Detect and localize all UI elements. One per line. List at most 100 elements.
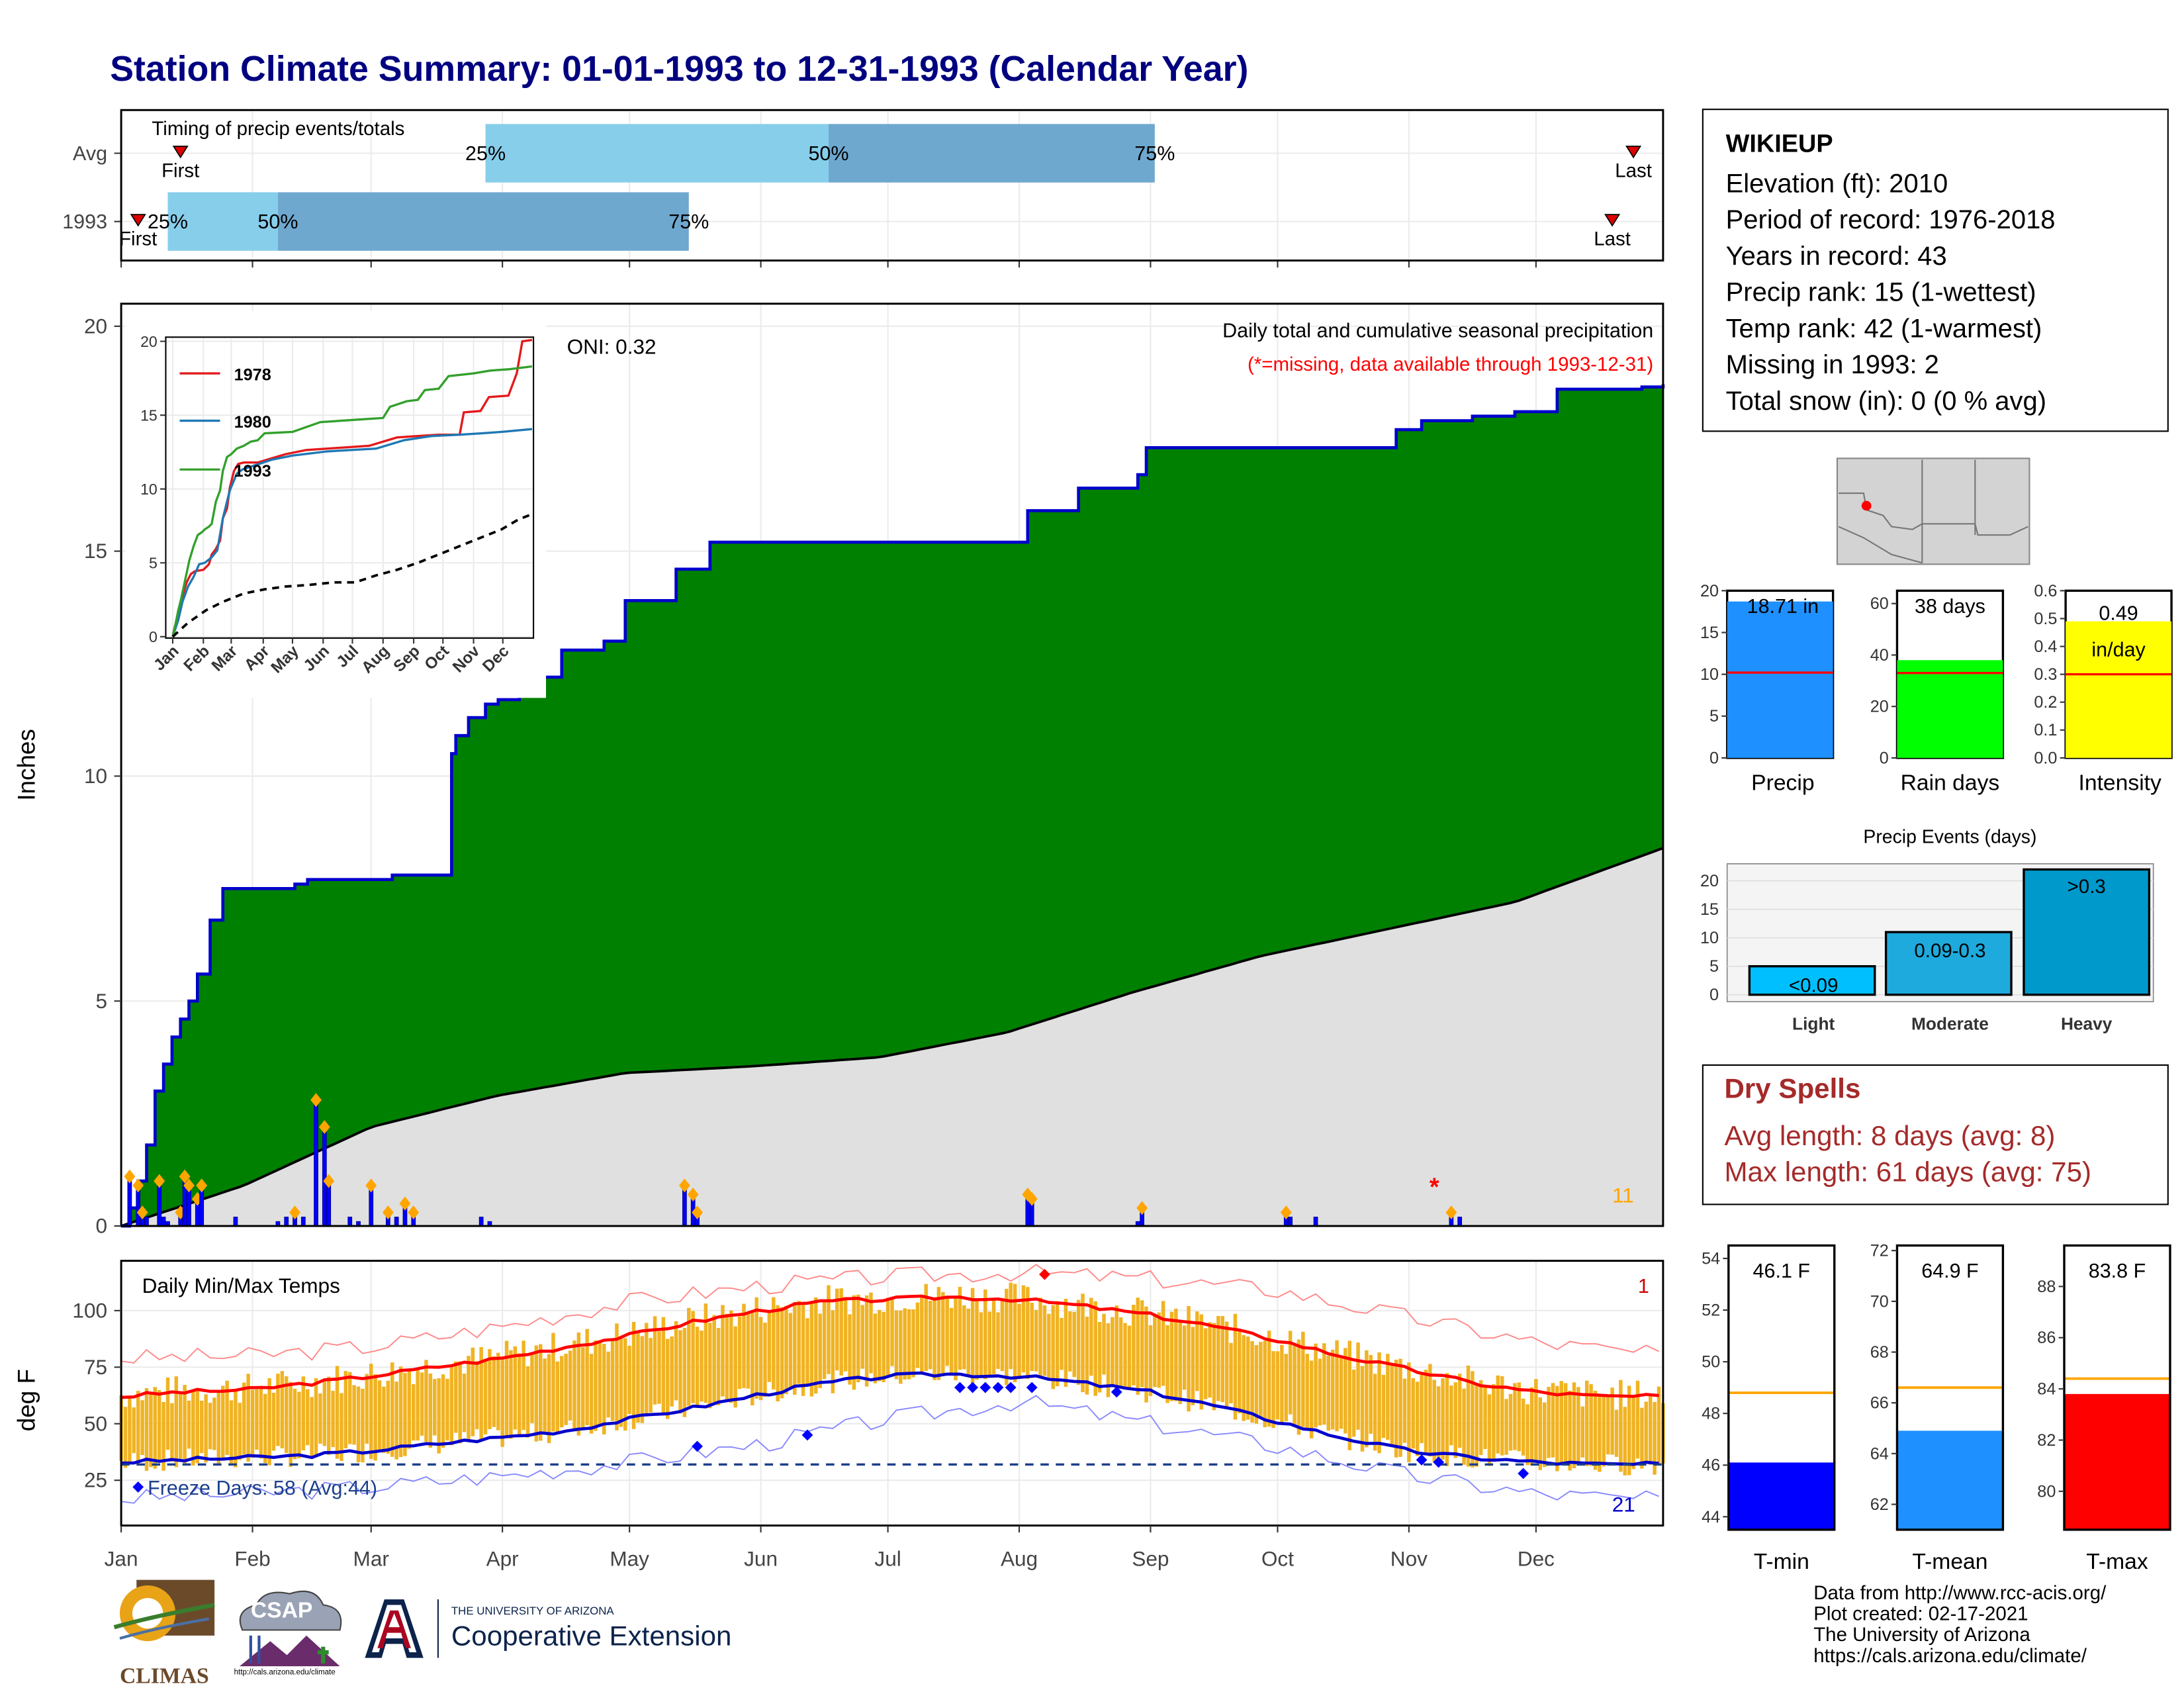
raindays-ytick-label: 40 [1870,646,1889,665]
daily-temp-bar [1250,1341,1254,1423]
daily-temp-bar [1051,1305,1055,1389]
daily-temp-bar [1123,1323,1127,1389]
daily-temp-bar [1038,1297,1042,1377]
daily-temp-bar [483,1358,488,1434]
daily-temp-bar [1127,1325,1132,1388]
missing-note: (*=missing, data available through 1993-… [1248,353,1653,375]
daily-temp-bar [153,1387,158,1469]
daily-temp-bar [1343,1348,1347,1434]
timing-p75-label-avg: 75% [1134,142,1175,165]
avg-tmax-line [121,1294,1659,1399]
daily-temp-bar [433,1379,437,1436]
daily-temp-bar [1445,1373,1449,1466]
daily-temp-bar [1572,1382,1576,1468]
daily-temp-bar [835,1288,839,1371]
daily-temp-bar [1555,1385,1559,1472]
daily-temp-bar [640,1336,645,1423]
daily-temp-bar [471,1347,475,1436]
daily-temp-bar [259,1388,263,1459]
daily-temp-bar [1360,1366,1365,1452]
daily-temp-bar [860,1305,864,1369]
precip-ytick-label: 20 [84,314,107,338]
timing-panel: Timing of precip events/totals Avg 1993 … [62,109,1664,268]
credit-university: The University of Arizona [1813,1622,2030,1646]
daily-temp-bar [1521,1398,1525,1456]
daily-temp-bar [687,1307,691,1406]
precip-y-axis: 0 5 10 15 20 [84,314,122,1238]
daily-temp-bar [212,1397,216,1450]
daily-temp-bar [1373,1374,1377,1451]
temp-summary-bars: 44 46 48 50 52 54 62 64 66 68 70 72 80 82 84 86 88 46.1 … [1702,1242,2171,1574]
daily-temp-bar [220,1385,225,1461]
daily-temp-bar [394,1382,398,1460]
month-label-sep: Sep [1132,1547,1169,1571]
daily-temp-bar [1267,1331,1271,1427]
daily-precip-marker [183,1178,195,1193]
daily-precip-marker [310,1093,322,1107]
month-label-jul: Jul [874,1547,901,1571]
daily-temp-bar [165,1377,170,1450]
summary-bars: 0 5 10 15 20 0 20 40 60 0.0 0.1 0.2 0.3 0.4 0.5 0.6 18.… [1700,582,2173,795]
inset-ytick-label: 5 [149,555,158,572]
daily-temp-bar [276,1374,280,1446]
timing-p50-label-1993: 50% [257,211,298,233]
oni-label: ONI: 0.32 [567,335,657,359]
daily-temp-bar [225,1380,229,1455]
daily-temp-bar [1208,1322,1212,1398]
daily-temp-bar [263,1393,267,1464]
daily-temp-bar [530,1352,534,1423]
daily-temp-bar [1042,1305,1047,1376]
daily-temp-bar [1093,1301,1097,1396]
daily-temp-bar [1199,1314,1203,1410]
daily-temp-bar [149,1392,153,1468]
daily-temp-bar [763,1323,767,1397]
daily-temp-bar [1017,1303,1021,1379]
daily-temp-bar [1432,1380,1436,1462]
daily-precip-bar [127,1176,132,1227]
daily-temp-bar [356,1386,361,1463]
timing-frame [120,109,1664,262]
daily-temp-bar [322,1381,327,1446]
daily-temp-bar [1606,1395,1610,1455]
daily-temp-bar [564,1353,568,1425]
temp-summary-axes: 44 46 48 50 52 54 62 64 66 68 70 72 80 82 84 86 88 [1702,1242,2171,1531]
daily-temp-bar [712,1315,716,1403]
daily-temp-bar [767,1312,772,1382]
precip-ytick-label: 15 [84,539,107,563]
daily-temp-bar [123,1407,128,1468]
station-info-box: WIKIEUP Elevation (ft): 2010 Period of r… [1702,109,2169,432]
record-low-marker [1416,1454,1428,1466]
daily-temp-bar [983,1289,987,1380]
ua-divider [437,1599,439,1658]
events-ytick-label: 10 [1700,929,1719,947]
daily-temp-bar [1000,1299,1005,1372]
tmax-bar-frame [2063,1244,2171,1531]
daily-temp-bar [289,1382,293,1467]
daily-temp-bar [437,1378,441,1454]
daily-temp-bar [805,1318,809,1387]
daily-temp-bar [504,1340,509,1436]
daily-temp-bar [1047,1313,1051,1381]
daily-temp-bar [1238,1331,1242,1413]
daily-temp-bar [424,1360,428,1442]
daily-temp-bar [1449,1385,1453,1446]
daily-temp-bar [195,1388,200,1464]
daily-temp-bar [343,1371,348,1448]
timing-last-label-avg: Last [1615,160,1652,181]
daily-temp-bar [1097,1322,1102,1393]
daily-temp-bar [297,1391,301,1458]
daily-temp-bar [1068,1311,1072,1372]
daily-temp-bar [255,1389,259,1450]
map-border-states [1921,459,1976,563]
daily-temp-bar [1381,1374,1386,1438]
daily-temp-bar [539,1344,543,1441]
raindays-bar-value: 38 days [1915,595,1985,618]
climas-text: CLIMAS [119,1664,209,1689]
summary-fills [1727,601,2172,758]
precip-ylabel: Inches [13,729,40,801]
timing-row-label-avg: Avg [73,142,107,165]
daily-temp-bar [1547,1387,1551,1458]
daily-temp-bar [589,1354,594,1434]
inset-legend-1993: 1993 [234,462,271,481]
daily-temp-bar [1602,1395,1606,1467]
